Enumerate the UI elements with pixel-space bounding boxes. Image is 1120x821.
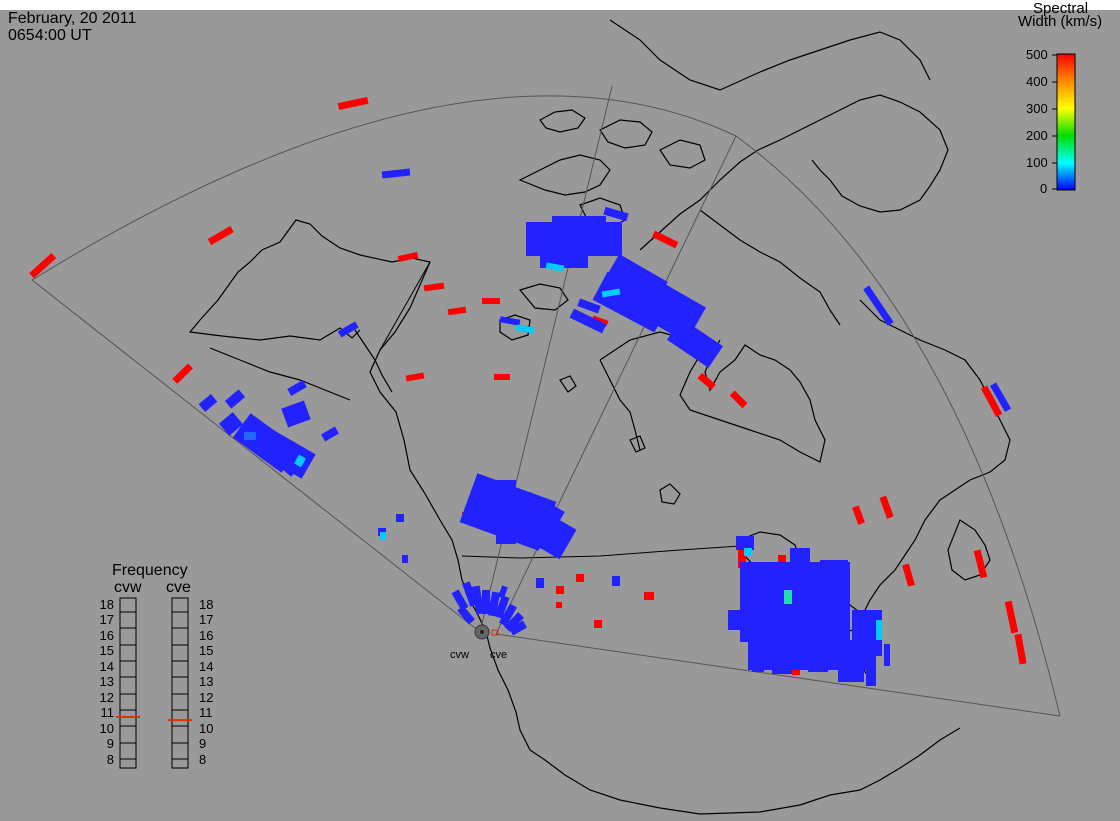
- date-label: February, 20 2011: [8, 10, 137, 27]
- frequency-scale-label: 18: [99, 597, 114, 612]
- colorbar-tick: 400: [1026, 74, 1048, 89]
- fov-outline: [31, 85, 1061, 717]
- frequency-scale-label: 8: [199, 751, 207, 767]
- frequency-scale-label: 14: [99, 658, 114, 674]
- frequency-radar-cve: cve: [166, 579, 191, 596]
- colorbar-tick: 300: [1026, 101, 1048, 116]
- frequency-scale-label: 15: [199, 643, 214, 659]
- colorbar-tick: 200: [1026, 128, 1048, 143]
- frequency-scale-label: 11: [199, 705, 213, 721]
- colorbar-ticks: [1052, 54, 1057, 190]
- frequency-radar-cvw: cvw: [114, 579, 142, 596]
- frequency-scale-label: 17: [99, 612, 114, 628]
- site-label-cvw: cvw: [450, 649, 469, 661]
- frequency-scale-label: 10: [199, 720, 214, 736]
- frequency-title: Frequency: [112, 562, 188, 579]
- site-label-cve: cve: [490, 649, 507, 661]
- radar-sites: [474, 624, 499, 640]
- colorbar-title-line2: Width (km/s): [1018, 13, 1103, 30]
- frequency-scale-label: 17: [199, 612, 214, 628]
- frequency-scale-label: 9: [106, 736, 114, 752]
- coastlines: [188, 19, 1011, 815]
- colorbar-title-line1: Spectral: [1033, 0, 1089, 17]
- colorbar-tick: 500: [1026, 47, 1048, 62]
- echoes-low-width: [198, 168, 1012, 686]
- colorbar-tick: 100: [1026, 155, 1048, 170]
- frequency-scale-label: 18: [199, 597, 214, 612]
- frequency-scale-label: 12: [99, 689, 114, 705]
- frequency-scale-label: 11: [100, 705, 115, 721]
- colorbar-tick: 0: [1040, 181, 1048, 196]
- frequency-scale-label: 16: [199, 627, 214, 643]
- frequency-scale-label: 8: [106, 751, 114, 767]
- frequency-scale-label: 10: [99, 720, 114, 736]
- frequency-scale-label: 16: [99, 627, 114, 643]
- colorbar: [1056, 53, 1076, 191]
- echoes-mid-width: [244, 262, 882, 640]
- frequency-scale-label: 9: [199, 736, 207, 752]
- frequency-scale-label: 13: [199, 674, 214, 690]
- borders: [379, 261, 741, 559]
- frequency-scale-label: 15: [99, 643, 114, 659]
- frequency-scale-label: 14: [199, 658, 214, 674]
- frequency-bars: [119, 597, 189, 769]
- time-label: 0654:00 UT: [8, 27, 92, 44]
- frequency-scale-label: 12: [199, 689, 214, 705]
- frequency-scale-label: 13: [99, 674, 114, 690]
